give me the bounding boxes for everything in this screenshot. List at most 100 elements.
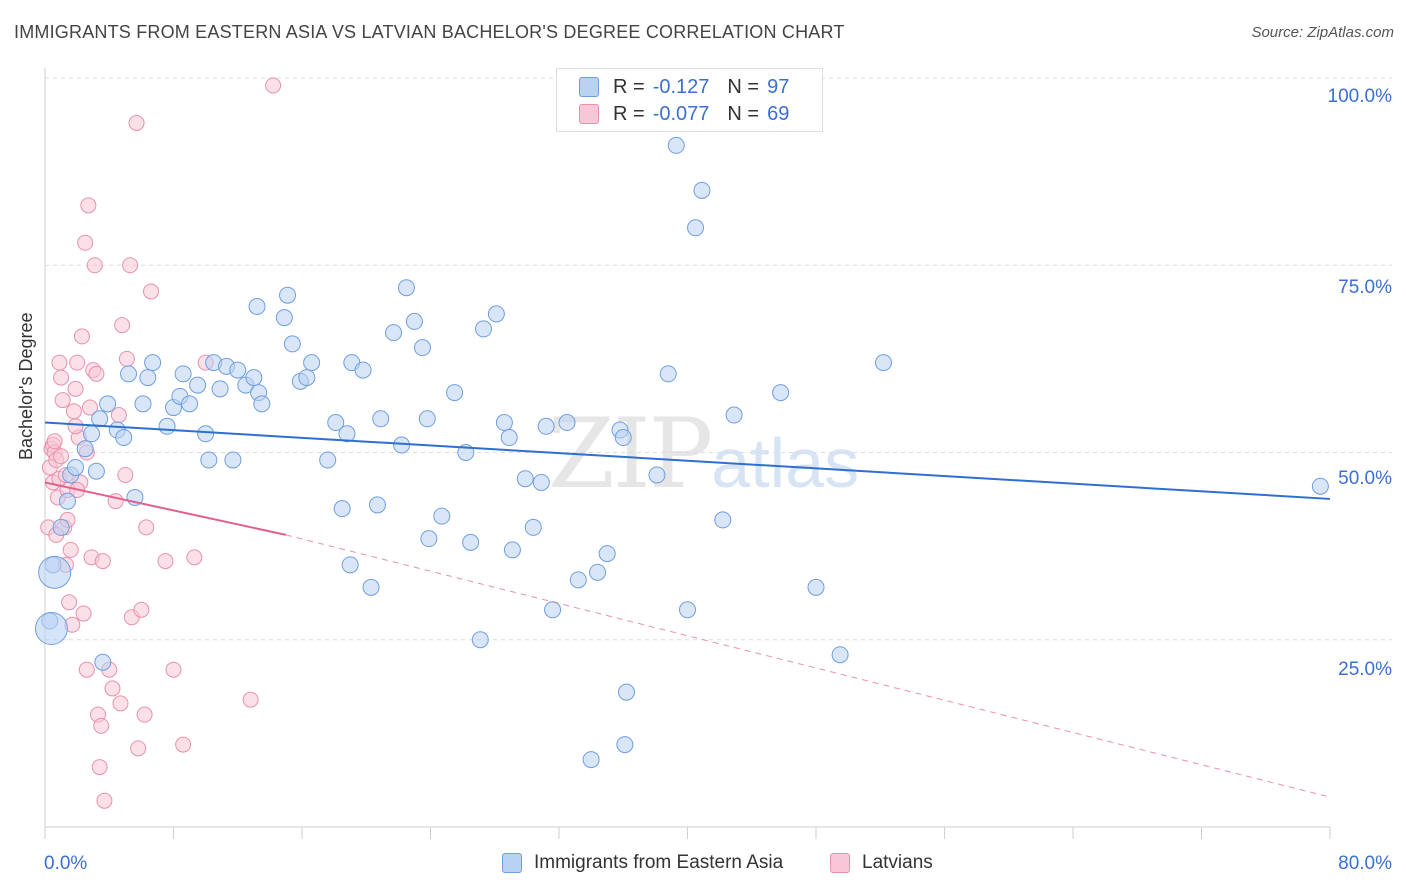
- y-tick-label-25: 25.0%: [1338, 659, 1392, 680]
- data-point-latvians: [93, 717, 110, 734]
- data-point-eastern-asia: [144, 354, 162, 372]
- data-point-eastern-asia: [279, 286, 297, 304]
- legend-r-label: R =: [613, 75, 645, 98]
- legend-item-eastern-asia: Immigrants from Eastern Asia: [502, 852, 783, 874]
- data-point-eastern-asia: [229, 361, 247, 379]
- legend-swatch-pink: [579, 104, 599, 124]
- correlation-legend: R = -0.127 N = 97 R = -0.077 N = 69: [556, 68, 823, 132]
- data-point-eastern-asia: [67, 458, 85, 476]
- data-point-eastern-asia: [368, 496, 386, 514]
- data-point-eastern-asia: [115, 429, 133, 447]
- trendline-eastern-asia: [44, 421, 1331, 500]
- data-point-latvians: [61, 594, 78, 611]
- data-point-eastern-asia: [397, 279, 415, 297]
- data-point-eastern-asia: [503, 541, 521, 559]
- data-point-eastern-asia: [253, 395, 271, 413]
- data-point-eastern-asia: [372, 410, 390, 428]
- data-point-eastern-asia: [532, 473, 550, 491]
- data-point-latvians: [78, 661, 95, 678]
- data-point-latvians: [242, 691, 259, 708]
- data-point-eastern-asia: [319, 451, 337, 469]
- data-point-eastern-asia: [516, 470, 534, 488]
- data-point-eastern-asia: [693, 181, 711, 199]
- data-point-eastern-asia: [91, 410, 109, 428]
- data-point-eastern-asia: [197, 425, 215, 443]
- data-point-latvians: [157, 553, 174, 570]
- legend-r-value: -0.127: [652, 75, 710, 98]
- data-point-eastern-asia: [327, 414, 345, 432]
- data-point-latvians: [114, 317, 131, 334]
- data-point-latvians: [53, 448, 70, 465]
- data-point-eastern-asia: [500, 429, 518, 447]
- data-point-eastern-asia: [725, 406, 743, 424]
- x-tick-label-max: 80.0%: [1338, 853, 1392, 874]
- data-point-eastern-asia: [338, 425, 356, 443]
- data-point-latvians: [112, 695, 129, 712]
- data-point-eastern-asia: [648, 466, 666, 484]
- legend-item-label: Latvians: [862, 852, 933, 873]
- legend-swatch-blue: [502, 853, 522, 873]
- x-tick-label-min: 0.0%: [44, 853, 88, 874]
- data-point-latvians: [117, 466, 134, 483]
- data-point-latvians: [62, 541, 79, 558]
- legend-r-label: R =: [613, 102, 645, 125]
- trendline-latvians: [44, 481, 287, 536]
- data-point-eastern-asia: [659, 365, 677, 383]
- data-point-eastern-asia: [558, 414, 576, 432]
- legend-item-label: Immigrants from Eastern Asia: [534, 852, 784, 873]
- data-point-latvians: [77, 234, 94, 251]
- data-point-eastern-asia: [139, 369, 157, 387]
- data-point-eastern-asia: [569, 571, 587, 589]
- data-point-latvians: [128, 114, 145, 131]
- y-axis-label: Bachelor's Degree: [16, 312, 36, 460]
- data-point-eastern-asia: [475, 320, 493, 338]
- data-point-eastern-asia: [524, 518, 542, 536]
- data-point-eastern-asia: [189, 376, 207, 394]
- data-point-latvians: [96, 792, 113, 809]
- data-point-eastern-asia: [76, 440, 94, 458]
- data-point-eastern-asia: [714, 511, 732, 529]
- data-point-latvians: [80, 197, 97, 214]
- data-point-latvians: [130, 740, 147, 757]
- data-point-latvians: [118, 350, 135, 367]
- data-point-latvians: [65, 403, 82, 420]
- y-tick-label-100: 100.0%: [1327, 86, 1392, 107]
- data-point-eastern-asia: [52, 518, 70, 536]
- data-point-eastern-asia: [537, 417, 555, 435]
- data-point-latvians: [136, 706, 153, 723]
- data-point-eastern-asia: [420, 530, 438, 548]
- data-point-eastern-asia: [617, 683, 635, 701]
- data-point-eastern-asia: [471, 631, 489, 649]
- data-point-latvians: [54, 392, 71, 409]
- data-point-eastern-asia: [831, 646, 849, 664]
- data-point-latvians: [73, 328, 90, 345]
- data-point-eastern-asia: [211, 380, 229, 398]
- y-tick-label-50: 50.0%: [1338, 468, 1392, 489]
- source-note: Source: ZipAtlas.com: [1251, 24, 1394, 41]
- trendline-latvians-dashed: [285, 534, 1331, 798]
- legend-swatch-pink: [830, 853, 850, 873]
- data-point-eastern-asia: [582, 751, 600, 769]
- data-point-latvians: [133, 601, 150, 618]
- data-point-latvians: [46, 433, 63, 450]
- data-point-eastern-asia: [120, 365, 138, 383]
- data-point-eastern-asia: [772, 384, 790, 402]
- data-point-eastern-asia: [679, 601, 696, 619]
- legend-row-eastern-asia: R = -0.127 N = 97: [579, 75, 789, 99]
- data-point-eastern-asia: [83, 425, 101, 443]
- data-point-eastern-asia: [385, 324, 403, 342]
- data-point-eastern-asia: [224, 451, 242, 469]
- data-point-eastern-asia: [248, 297, 266, 315]
- data-point-latvians: [67, 418, 84, 435]
- data-point-latvians: [86, 257, 103, 274]
- legend-n-label: N =: [727, 102, 760, 125]
- legend-swatch-blue: [579, 77, 599, 97]
- legend-item-latvians: Latvians: [830, 852, 933, 874]
- data-point-eastern-asia: [462, 533, 480, 551]
- data-point-eastern-asia: [354, 361, 372, 379]
- data-point-eastern-asia: [58, 492, 76, 510]
- legend-n-value: 97: [767, 75, 790, 98]
- data-point-eastern-asia: [87, 462, 105, 480]
- data-point-eastern-asia: [687, 219, 705, 237]
